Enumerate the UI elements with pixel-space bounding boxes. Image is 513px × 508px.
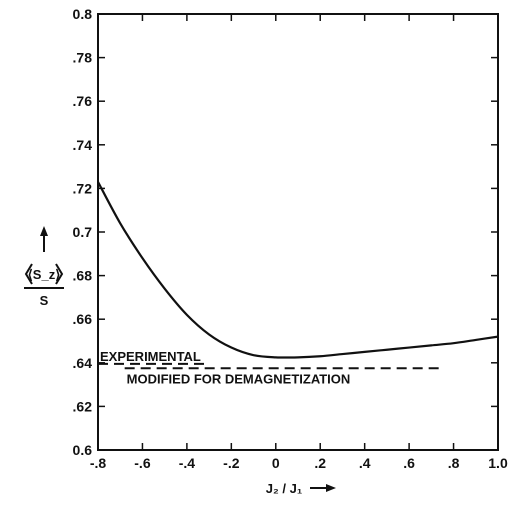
x-tick-label: .8 <box>448 455 460 471</box>
y-tick-label: 0.6 <box>73 442 93 458</box>
annotation-label: EXPERIMENTAL <box>100 349 201 364</box>
y-tick-label: .68 <box>73 268 93 284</box>
x-tick-label: .2 <box>314 455 326 471</box>
x-axis-ticks: -.8 -.6 -.4 -.2 0 .2 .4 .6 .8 1.0 <box>90 14 508 471</box>
x-tick-label: -.4 <box>179 455 196 471</box>
y-tick-label: 0.7 <box>73 224 93 240</box>
x-tick-label: -.6 <box>134 455 151 471</box>
series-layer <box>97 181 499 359</box>
y-tick-label: .64 <box>73 355 93 371</box>
x-tick-label: -.2 <box>223 455 240 471</box>
left-angle-bracket <box>24 263 33 285</box>
x-axis-arrow-head <box>326 484 336 492</box>
annotation-label: MODIFIED FOR DEMAGNETIZATION <box>127 371 351 386</box>
x-tick-label: 0 <box>272 455 280 471</box>
annotation-layer: EXPERIMENTAL MODIFIED FOR DEMAGNETIZATION <box>98 349 445 386</box>
y-axis-arrow-head <box>40 226 48 236</box>
y-tick-label: .78 <box>73 50 93 66</box>
x-tick-label: -.8 <box>90 455 107 471</box>
y-tick-label: .66 <box>73 311 93 327</box>
y-tick-label: .76 <box>73 93 93 109</box>
x-axis-label: J₂ / J₁ <box>266 481 336 496</box>
y-axis-label-bottom: S <box>40 293 49 308</box>
series-line <box>97 181 499 359</box>
x-tick-label: .4 <box>359 455 371 471</box>
y-tick-label: .62 <box>73 398 93 414</box>
y-axis-label: ⟨S_z⟩ S <box>24 226 64 308</box>
x-tick-label: .6 <box>403 455 415 471</box>
y-tick-label: .72 <box>73 180 93 196</box>
y-axis-ticks: 0.6 .62 .64 .66 .68 0.7 .72 .74 .76 .78 0.8 <box>73 6 498 458</box>
y-axis-label-top: ⟨S_z⟩ <box>28 267 61 282</box>
x-tick-label: 1.0 <box>488 455 508 471</box>
y-tick-label: 0.8 <box>73 6 93 22</box>
y-tick-label: .74 <box>73 137 93 153</box>
x-axis-label-text: J₂ / J₁ <box>266 481 302 496</box>
right-angle-bracket <box>55 263 64 285</box>
